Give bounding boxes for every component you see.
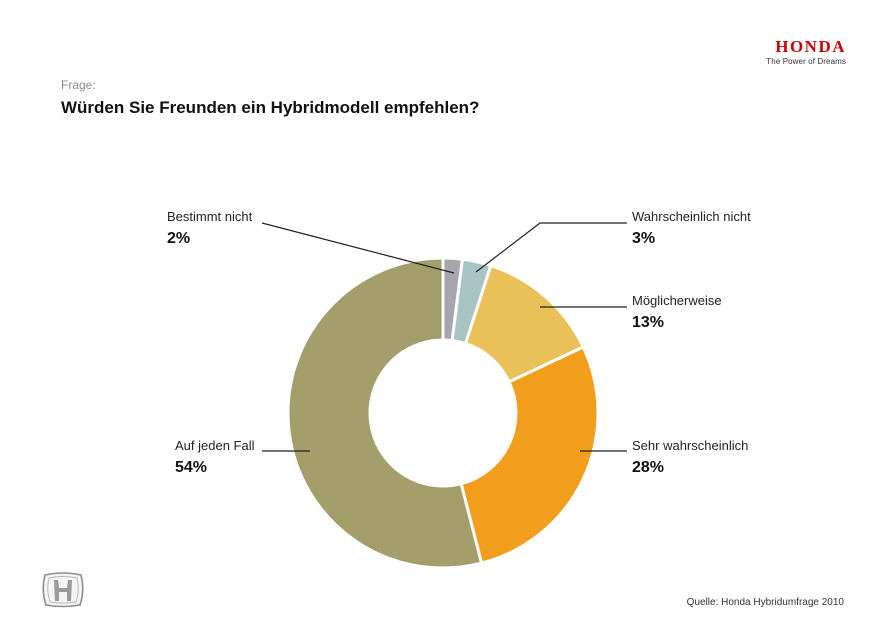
slice-label-2: Wahrscheinlich nicht [632,209,751,224]
brand-slogan: The Power of Dreams [766,57,846,66]
donut-slice-5 [286,256,484,570]
source-note: Quelle: Honda Hybridumfrage 2010 [686,597,844,608]
leader-line-2 [475,222,627,273]
slice-label-4: Sehr wahrscheinlich [632,438,748,453]
slice-value-1: 2% [167,230,190,247]
honda-h-emblem-icon [42,572,84,608]
slice-label-3: Möglicherweise [632,293,722,308]
slice-value-2: 3% [632,230,655,247]
slice-label-5: Auf jeden Fall [175,438,255,453]
donut-slice-4 [459,345,600,565]
slice-label-1: Bestimmt nicht [167,209,253,224]
leader-line-1 [261,222,455,274]
slice-value-5: 54% [175,459,207,476]
honda-logo: HONDA The Power of Dreams [728,37,846,67]
question-label: Frage: [61,78,96,92]
slice-value-4: 28% [632,459,664,476]
question-title: Würden Sie Freunden ein Hybridmodell emp… [61,98,480,117]
slice-value-3: 13% [632,314,664,331]
brand-wordmark: HONDA [775,37,846,56]
